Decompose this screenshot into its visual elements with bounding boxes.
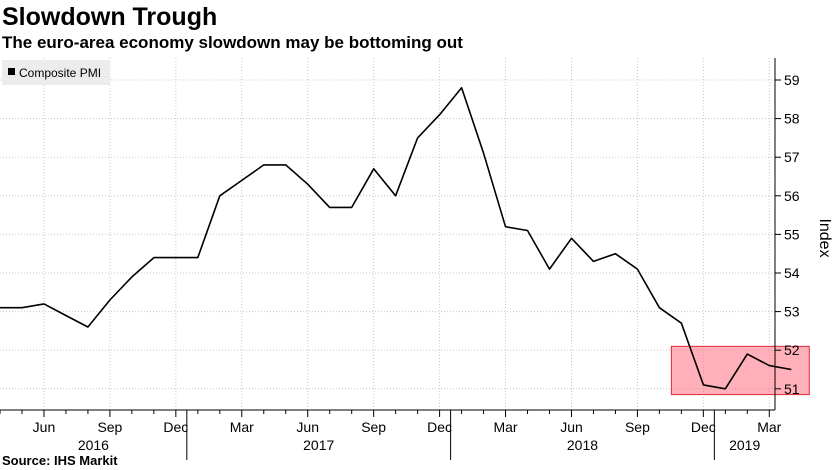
x-year-label: 2018 [567,437,598,453]
x-tick-labels: Jun Sep Dec Mar Jun Sep Dec Mar Jun Sep Dec Mar [33,419,782,435]
legend: Composite PMI [2,60,110,85]
legend-background [2,60,110,85]
x-year-label: 2019 [729,437,760,453]
x-tick-label: Sep [625,419,650,435]
series-line-composite-pmi [0,86,792,390]
x-tick-label: Jun [560,419,583,435]
highlight-layer [670,345,810,396]
y-tick-label: 58 [784,111,800,127]
y-axis-label: Index [816,218,833,257]
x-tick-label: Jun [33,419,56,435]
chart-title: Slowdown Trough [2,3,218,31]
x-tick-label: Dec [163,419,188,435]
chart-subtitle: The euro-area economy slowdown may be bo… [2,33,463,52]
x-tick-label: Jun [296,419,319,435]
axes [0,58,781,460]
trough-highlight-box [670,345,810,396]
x-year-labels: 2016 2017 2018 2019 [78,437,761,453]
x-tick-label: Sep [361,419,386,435]
x-tick-label: Dec [691,419,716,435]
y-tick-label: 55 [784,226,800,242]
y-tick-label: 57 [784,149,800,165]
x-year-label: 2016 [78,437,109,453]
y-tick-label: 54 [784,265,800,281]
x-year-label: 2017 [303,437,334,453]
x-tick-label: Mar [230,419,254,435]
x-tick-label: Mar [757,419,781,435]
legend-swatch-composite-pmi [8,68,15,75]
y-tick-label: 53 [784,304,800,320]
x-tick-label: Sep [97,419,122,435]
y-tick-label: 51 [784,381,800,397]
source-note: Source: IHS Markit [2,453,118,468]
y-tick-labels: 51 52 53 54 55 56 57 58 59 [784,72,800,397]
x-tick-label: Mar [493,419,517,435]
series-layer [0,86,792,390]
legend-entry-composite-pmi: Composite PMI [19,66,101,80]
y-tick-label: 59 [784,72,800,88]
grid-lines [0,58,775,410]
x-tick-label: Dec [427,419,452,435]
y-tick-label: 56 [784,188,800,204]
y-tick-label: 52 [784,342,800,358]
